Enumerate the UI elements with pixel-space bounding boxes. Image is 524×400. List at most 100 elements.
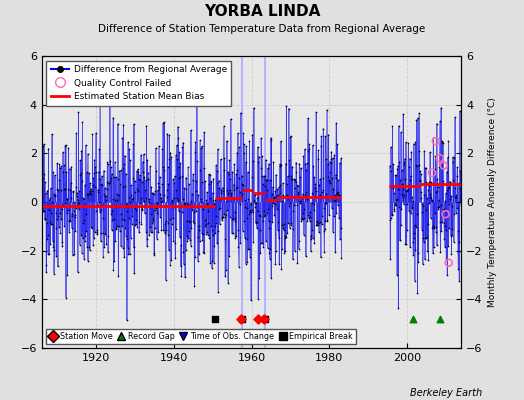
Point xyxy=(50,192,59,198)
Point xyxy=(408,198,417,205)
Point xyxy=(211,197,220,204)
Point xyxy=(412,163,421,169)
Point xyxy=(405,164,413,170)
Point xyxy=(436,202,445,208)
Point xyxy=(85,244,93,250)
Point xyxy=(419,239,428,246)
Point xyxy=(41,190,50,196)
Point xyxy=(121,225,129,231)
Point xyxy=(51,192,59,199)
Point xyxy=(154,187,162,194)
Point xyxy=(92,169,100,175)
Point xyxy=(322,191,330,197)
Point xyxy=(442,256,451,262)
Point xyxy=(386,217,394,223)
Point xyxy=(235,144,243,150)
Point xyxy=(274,218,282,225)
Point xyxy=(412,116,421,123)
Point xyxy=(108,216,117,223)
Point xyxy=(286,224,294,231)
Point xyxy=(213,240,221,246)
Point xyxy=(431,210,439,216)
Point xyxy=(213,180,222,186)
Point xyxy=(327,156,335,162)
Point xyxy=(219,184,227,191)
Point xyxy=(70,199,78,205)
Point xyxy=(432,138,440,144)
Point xyxy=(401,240,410,247)
Point xyxy=(450,239,458,245)
Point xyxy=(123,236,131,242)
Point xyxy=(184,235,192,241)
Point xyxy=(275,184,283,190)
Point xyxy=(152,200,161,206)
Point xyxy=(392,172,400,178)
Point xyxy=(179,196,187,202)
Point xyxy=(112,226,121,232)
Point xyxy=(441,198,450,204)
Point xyxy=(72,130,80,136)
Point xyxy=(397,129,405,135)
Point xyxy=(73,202,81,208)
Point xyxy=(440,162,448,169)
Point xyxy=(290,192,299,199)
Point xyxy=(146,204,155,210)
Point xyxy=(187,198,195,204)
Point xyxy=(423,234,431,240)
Point xyxy=(242,260,250,267)
Point xyxy=(101,192,109,199)
Point xyxy=(403,187,412,194)
Point xyxy=(296,174,304,180)
Point xyxy=(428,170,436,176)
Point xyxy=(438,139,446,145)
Point xyxy=(227,190,235,196)
Point xyxy=(153,200,161,206)
Point xyxy=(132,217,140,223)
Point xyxy=(453,173,461,179)
Point xyxy=(388,123,397,129)
Point xyxy=(173,194,181,201)
Point xyxy=(238,228,247,234)
Point xyxy=(413,290,422,296)
Point xyxy=(86,188,94,194)
Point xyxy=(324,178,333,184)
Point xyxy=(202,230,210,237)
Point xyxy=(283,192,291,198)
Point xyxy=(150,250,158,256)
Point xyxy=(105,180,113,186)
Point xyxy=(117,243,125,249)
Point xyxy=(305,141,313,148)
Point xyxy=(407,148,416,155)
Point xyxy=(299,191,307,197)
Point xyxy=(46,195,54,201)
Point xyxy=(440,206,448,213)
Point xyxy=(66,218,74,224)
Point xyxy=(63,207,72,213)
Point xyxy=(439,213,447,219)
Point xyxy=(434,206,442,212)
Point xyxy=(286,200,294,206)
Point xyxy=(163,130,171,137)
Legend: Station Move, Record Gap, Time of Obs. Change, Empirical Break: Station Move, Record Gap, Time of Obs. C… xyxy=(46,328,356,344)
Point xyxy=(255,153,263,160)
Point xyxy=(145,196,154,202)
Point xyxy=(388,210,396,217)
Point xyxy=(181,202,190,208)
Point xyxy=(317,142,325,149)
Point xyxy=(75,242,84,248)
Point xyxy=(209,176,217,182)
Point xyxy=(110,174,118,180)
Point xyxy=(405,208,413,214)
Point xyxy=(65,228,73,235)
Point xyxy=(151,206,159,213)
Point xyxy=(128,213,136,219)
Point xyxy=(420,165,429,172)
Point xyxy=(102,193,110,200)
Point xyxy=(429,223,437,229)
Point xyxy=(287,133,295,139)
Point xyxy=(124,244,132,251)
Point xyxy=(435,164,444,170)
Point xyxy=(419,202,427,209)
Point xyxy=(328,194,336,200)
Point xyxy=(200,129,208,136)
